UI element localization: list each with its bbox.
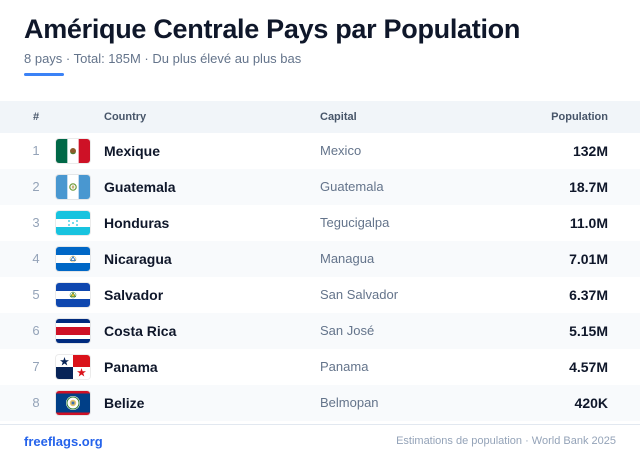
table-row: 8 Belize Belmopan 420K <box>0 385 640 421</box>
row-capital: San José <box>320 323 375 338</box>
panama-flag-icon <box>56 355 90 379</box>
table-row: 1 Mexique Mexico 132M <box>0 133 640 169</box>
row-rank: 2 <box>32 179 40 194</box>
row-capital: Mexico <box>320 143 362 158</box>
brand-link[interactable]: freeflags.org <box>24 434 103 449</box>
row-population: 420K <box>574 395 608 411</box>
row-capital: Panama <box>320 359 369 374</box>
data-source-note: Estimations de population · World Bank 2… <box>396 435 616 447</box>
belize-flag-icon <box>56 391 90 415</box>
page-subtitle: 8 pays · Total: 185M · Du plus élevé au … <box>24 51 302 66</box>
row-population: 18.7M <box>569 179 608 195</box>
population-table: # Country Capital Population 1 Mexique M… <box>0 101 640 421</box>
row-country: Guatemala <box>104 179 176 195</box>
column-header-country: Country <box>104 111 147 123</box>
title-accent-bar <box>24 73 64 76</box>
table-header: # Country Capital Population <box>0 101 640 133</box>
row-country: Nicaragua <box>104 251 172 267</box>
row-country: Panama <box>104 359 158 375</box>
row-country: Salvador <box>104 287 164 303</box>
row-population: 11.0M <box>569 215 608 231</box>
page-header: Amérique Centrale Pays par Population 8 … <box>24 12 624 76</box>
column-header-rank: # <box>32 111 40 123</box>
table-row: 4 Nicaragua Managua 7.01M <box>0 241 640 277</box>
table-row: 5 Salvador San Salvador 6.37M <box>0 277 640 313</box>
row-rank: 5 <box>32 287 40 302</box>
row-rank: 8 <box>32 395 40 410</box>
mexico-flag-icon <box>56 139 90 163</box>
row-rank: 7 <box>32 359 40 374</box>
row-rank: 6 <box>32 323 40 338</box>
row-rank: 3 <box>32 215 40 230</box>
row-country: Belize <box>104 395 145 411</box>
table-row: 7 Panama Panama 4.57M <box>0 349 640 385</box>
row-rank: 1 <box>32 143 40 158</box>
table-row: 2 Guatemala Guatemala 18.7M <box>0 169 640 205</box>
column-header-capital: Capital <box>320 111 357 123</box>
row-population: 132M <box>572 143 608 159</box>
table-row: 3 Honduras Tegucigalpa 11.0M <box>0 205 640 241</box>
row-population: 4.57M <box>569 359 608 375</box>
table-row: 6 Costa Rica San José 5.15M <box>0 313 640 349</box>
row-population: 5.15M <box>569 323 608 339</box>
row-capital: San Salvador <box>320 287 399 302</box>
page-footer: freeflags.org Estimations de population … <box>0 424 640 460</box>
column-header-population: Population <box>551 111 608 123</box>
guatemala-flag-icon <box>56 175 90 199</box>
row-country: Mexique <box>104 143 161 159</box>
page-title: Amérique Centrale Pays par Population <box>24 14 521 44</box>
el-salvador-flag-icon <box>56 283 90 307</box>
honduras-flag-icon <box>56 211 90 235</box>
row-capital: Guatemala <box>320 179 384 194</box>
row-country: Honduras <box>104 215 170 231</box>
row-capital: Tegucigalpa <box>320 215 390 230</box>
row-country: Costa Rica <box>104 323 177 339</box>
row-rank: 4 <box>32 251 40 266</box>
costa-rica-flag-icon <box>56 319 90 343</box>
nicaragua-flag-icon <box>56 247 90 271</box>
row-capital: Managua <box>320 251 375 266</box>
row-population: 6.37M <box>569 287 608 303</box>
row-capital: Belmopan <box>320 395 379 410</box>
row-population: 7.01M <box>569 251 608 267</box>
